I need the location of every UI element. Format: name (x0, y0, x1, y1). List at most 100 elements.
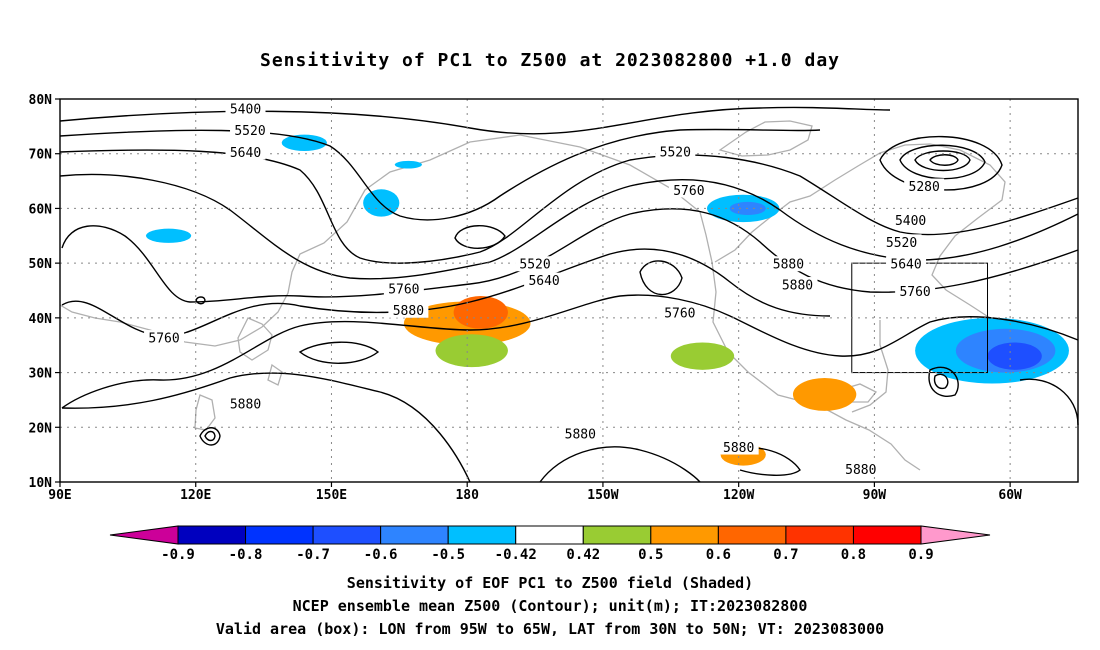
contour-label-bg (144, 330, 185, 346)
lon-tick-label: 150E (316, 488, 347, 503)
contour-label-bg (777, 277, 818, 293)
caption-valid-area: Valid area (box): LON from 95W to 65W, L… (215, 620, 885, 638)
colorbar-label: -0.8 (229, 547, 263, 563)
lat-tick-label: 30N (29, 367, 53, 382)
colorbar-swatch (245, 525, 314, 545)
contour-label: 5280 (909, 180, 940, 195)
lat-tick-label: 50N (29, 257, 53, 272)
shaded-region-4 (792, 378, 857, 411)
lat-tick-label: 10N (29, 476, 53, 491)
map-frame (59, 98, 1079, 483)
caption-contour: NCEP ensemble mean Z500 (Contour); unit(… (292, 597, 808, 615)
contour-label-bg (668, 182, 709, 198)
sensitivity-shading (145, 134, 1069, 466)
contour-label: 5760 (388, 282, 419, 297)
colorbar-swatch (785, 525, 854, 545)
lat-tick-label: 60N (29, 202, 53, 217)
shaded-region-3 (670, 342, 735, 370)
contour-label: 5760 (899, 285, 930, 300)
colorbar-label: 0.7 (773, 547, 798, 563)
shaded-region-13 (145, 228, 192, 243)
colorbar-high-triangle (920, 525, 991, 545)
colorbar-swatch (650, 525, 719, 545)
lon-tick-label: 90W (863, 488, 887, 503)
lon-tick-label: 120E (180, 488, 211, 503)
colorbar-swatch (852, 525, 922, 545)
colorbar: -0.9 -0.8 -0.7 -0.6 -0.5 -0.42 0.42 0.5 0.6 0.7 0.… (109, 525, 991, 563)
colorbar-label: -0.6 (364, 547, 398, 563)
lon-tick-label: 60W (998, 488, 1022, 503)
contour-label: 5760 (664, 306, 695, 321)
contour-label: 5400 (230, 102, 261, 117)
contour-label: 5520 (519, 258, 550, 273)
colorbar-label: -0.5 (431, 547, 465, 563)
shaded-region-12 (281, 134, 327, 151)
colorbar-swatch (177, 525, 247, 545)
shaded-region-14 (394, 160, 422, 169)
contour-label-bg (904, 178, 945, 194)
contour-label: 5880 (773, 258, 804, 273)
colorbar-label: 0.42 (566, 547, 600, 563)
contour-label-bg (388, 302, 429, 318)
contour-label: 5400 (895, 214, 926, 229)
coastlines (59, 120, 1013, 471)
contour-label: 5880 (723, 441, 754, 456)
contour-label: 5880 (393, 304, 424, 319)
colorbar-label: -0.7 (296, 547, 330, 563)
contour-label: 5520 (660, 146, 691, 161)
colorbar-label: 0.8 (841, 547, 866, 563)
contour-label-bg (886, 256, 927, 272)
contour-label-bg (524, 272, 565, 288)
shaded-region-2 (435, 334, 508, 368)
caption-shading: Sensitivity of EOF PC1 to Z500 field (Sh… (346, 574, 754, 592)
colorbar-label: 0.9 (908, 547, 933, 563)
shaded-region-8 (987, 342, 1042, 370)
contour-label: 5880 (230, 397, 261, 412)
contour-label: 5880 (565, 427, 596, 442)
contour-label-bg (718, 439, 759, 455)
lat-tick-label: 70N (29, 148, 53, 163)
shaded-region-1 (453, 295, 508, 329)
contour-label-bg (225, 144, 266, 160)
contour-label-bg (659, 304, 700, 320)
colorbar-label: 0.5 (638, 547, 663, 563)
colorbar-swatch (582, 525, 652, 545)
contour-label: 5640 (230, 146, 261, 161)
colorbar-swatch (380, 525, 449, 545)
contour-label-bg (225, 395, 266, 411)
lat-tick-label: 80N (29, 93, 53, 108)
contour-label-bg (655, 144, 696, 160)
contour-label-bg (560, 425, 601, 441)
colorbar-label: -0.9 (161, 547, 195, 563)
contour-label-bg (890, 212, 931, 228)
contour-label-bg (768, 256, 809, 272)
colorbar-swatch (515, 525, 584, 545)
contour-label-bg (515, 256, 556, 272)
contour-label-bg (383, 280, 424, 296)
contour-label: 5880 (782, 279, 813, 294)
colorbar-swatch (447, 525, 517, 545)
contour-label: 5760 (673, 184, 704, 199)
plot-title: Sensitivity of PC1 to Z500 at 2023082800… (259, 50, 840, 71)
contour-label-bg (881, 234, 922, 250)
contour-label: 5760 (148, 332, 179, 347)
colorbar-label: 0.6 (706, 547, 731, 563)
lon-tick-label: 180 (455, 488, 479, 503)
lat-tick-label: 40N (29, 312, 53, 327)
contour-label: 5520 (234, 124, 265, 139)
contour-label: 5640 (528, 274, 559, 289)
lat-tick-label: 20N (29, 421, 53, 436)
contour-label-bg (225, 100, 266, 116)
colorbar-swatch (312, 525, 382, 545)
lon-tick-label: 150W (587, 488, 618, 503)
contour-label-bg (230, 122, 271, 138)
lon-tick-label: 90E (48, 488, 71, 503)
contour-label: 5520 (886, 236, 917, 251)
colorbar-label: -0.42 (495, 547, 537, 563)
contour-label-bg (895, 283, 936, 299)
contour-label-bg (840, 461, 881, 477)
colorbar-low-triangle (109, 525, 179, 545)
